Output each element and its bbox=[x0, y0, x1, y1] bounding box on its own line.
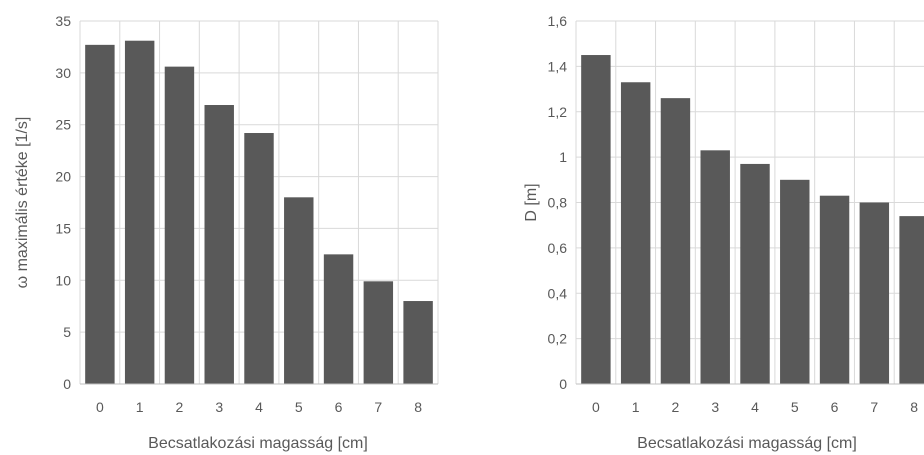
omega-chart: 0 5 10 15 20 25 30 35 0 1 2 3 4 5 6 7 8 Becsatlakozási ma… bbox=[14, 13, 439, 452]
omega-bar-7 bbox=[363, 281, 394, 384]
omega-y-tick-label: 0 bbox=[63, 376, 71, 392]
d-y-tick-label: 0,6 bbox=[548, 240, 568, 256]
d-x-tick-label: 5 bbox=[791, 399, 799, 415]
d-x-tick-label: 6 bbox=[831, 399, 839, 415]
d-bar-5 bbox=[780, 179, 810, 384]
omega-y-tick-label: 10 bbox=[55, 272, 71, 288]
d-bar-2 bbox=[660, 98, 691, 384]
omega-x-axis-title: Becsatlakozási magasság [cm] bbox=[148, 435, 368, 452]
omega-bar-2 bbox=[164, 66, 195, 385]
d-y-tick-label: 0 bbox=[559, 376, 567, 392]
d-bar-1 bbox=[620, 82, 651, 384]
omega-bar-1 bbox=[124, 40, 155, 384]
d-y-tick-label: 0,2 bbox=[548, 331, 568, 347]
omega-bar-6 bbox=[323, 254, 354, 384]
omega-x-tick-label: 8 bbox=[414, 399, 422, 415]
d-y-tick-label: 1,4 bbox=[548, 58, 568, 74]
omega-y-tick-label: 25 bbox=[55, 117, 71, 133]
omega-x-tick-label: 6 bbox=[335, 399, 343, 415]
d-bar-6 bbox=[819, 195, 850, 384]
d-bar-0 bbox=[581, 55, 611, 384]
d-x-tick-label: 7 bbox=[870, 399, 878, 415]
omega-bar-3 bbox=[204, 105, 234, 384]
d-bar-4 bbox=[740, 163, 770, 384]
omega-y-tick-label: 15 bbox=[55, 220, 71, 236]
d-x-tick-label: 8 bbox=[910, 399, 918, 415]
omega-bar-4 bbox=[244, 133, 274, 384]
d-bar-3 bbox=[700, 150, 730, 384]
d-x-tick-label: 0 bbox=[592, 399, 600, 415]
omega-y-tick-label: 20 bbox=[55, 169, 71, 185]
omega-x-tick-label: 5 bbox=[295, 399, 303, 415]
d-y-tick-label: 1 bbox=[559, 149, 567, 165]
omega-bar-5 bbox=[284, 197, 314, 384]
d-bar-7 bbox=[859, 202, 890, 384]
d-y-axis-title: D [m] bbox=[523, 183, 540, 221]
omega-x-tick-label: 4 bbox=[255, 399, 263, 415]
d-y-tick-label: 1,6 bbox=[548, 13, 568, 29]
omega-x-tick-label: 3 bbox=[215, 399, 223, 415]
omega-y-axis-title: ω maximális értéke [1/s] bbox=[14, 117, 31, 289]
omega-x-tick-label: 1 bbox=[136, 399, 144, 415]
d-x-tick-label: 4 bbox=[751, 399, 759, 415]
d-x-tick-label: 2 bbox=[672, 399, 680, 415]
d-y-tick-label: 0,4 bbox=[548, 285, 568, 301]
d-x-tick-label: 3 bbox=[711, 399, 719, 415]
omega-x-tick-label: 2 bbox=[176, 399, 184, 415]
omega-bar-8 bbox=[403, 301, 433, 384]
omega-y-tick-label: 5 bbox=[63, 324, 71, 340]
d-chart: 0 0,2 0,4 0,6 0,8 1 1,2 1,4 1,6 0 1 2 3 4 5 6 7 8 Becsatla… bbox=[523, 13, 924, 452]
omega-y-tick-label: 35 bbox=[55, 13, 71, 29]
omega-x-tick-label: 0 bbox=[96, 399, 104, 415]
d-x-axis-title: Becsatlakozási magasság [cm] bbox=[637, 435, 857, 452]
d-bar-8 bbox=[899, 216, 924, 384]
omega-y-tick-label: 30 bbox=[55, 65, 71, 81]
d-y-tick-label: 0,8 bbox=[548, 195, 568, 211]
d-x-tick-label: 1 bbox=[632, 399, 640, 415]
omega-x-tick-label: 7 bbox=[374, 399, 382, 415]
omega-bar-0 bbox=[85, 44, 115, 385]
d-y-tick-label: 1,2 bbox=[548, 104, 568, 120]
